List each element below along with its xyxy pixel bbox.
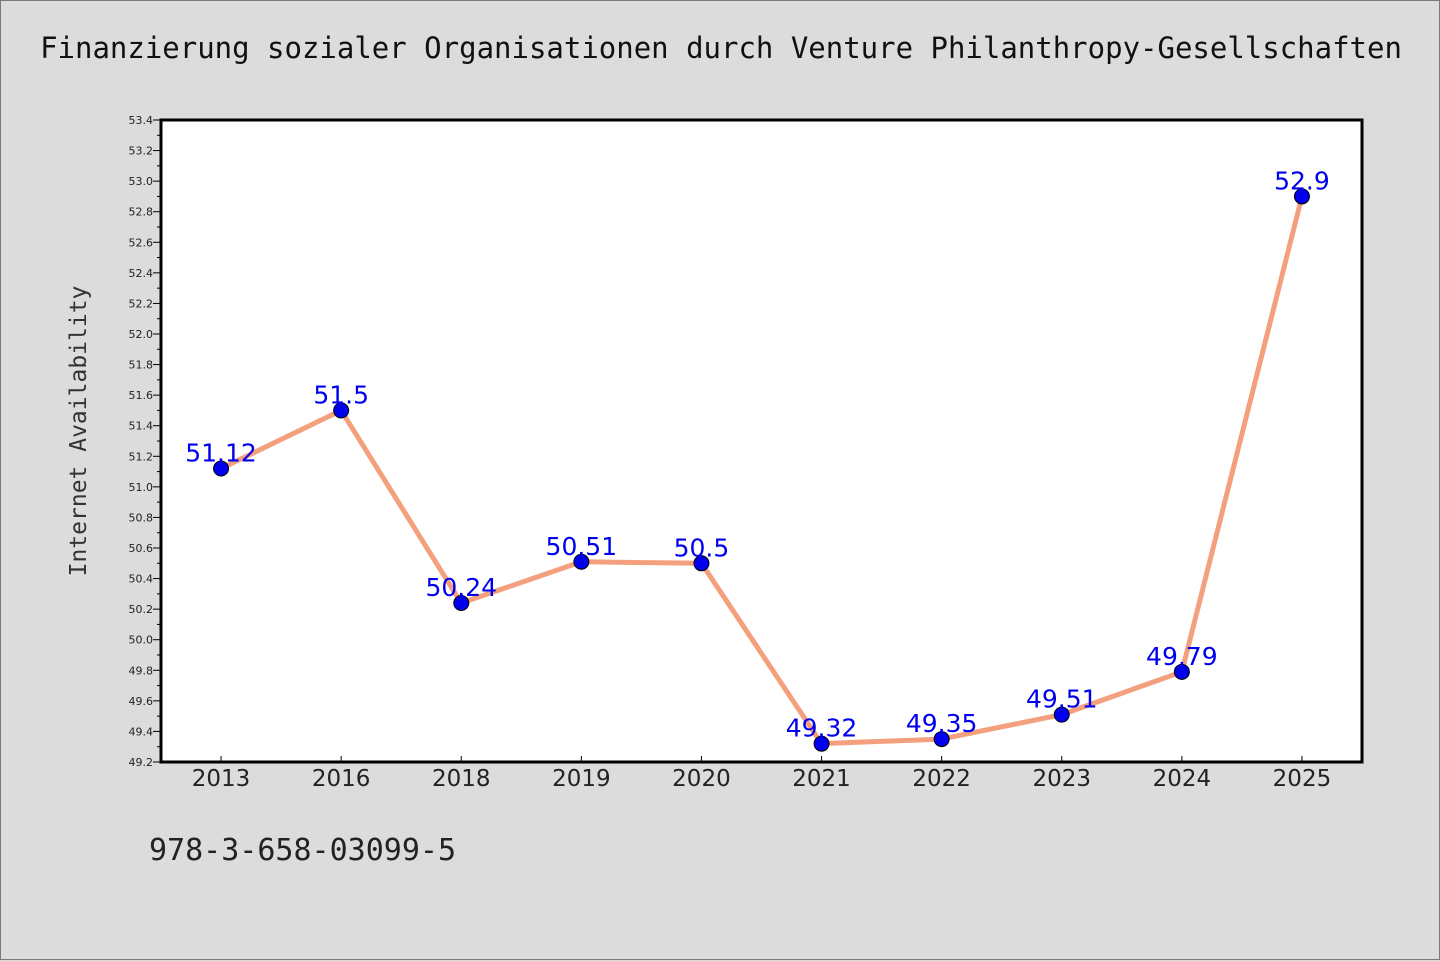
data-point [573,553,590,570]
x-tick-label: 2022 [912,766,971,792]
data-point [333,402,350,419]
data-label: 50.24 [425,573,497,602]
y-tick-label: 51.8 [129,359,154,372]
data-label: 49.35 [906,709,978,738]
y-tick-label: 50.6 [129,542,154,555]
x-tick-label: 2013 [192,766,251,792]
y-tick-label: 52.8 [129,206,154,219]
y-tick-label: 49.4 [129,725,154,738]
y-tick-label: 50.8 [129,511,154,524]
y-tick-label: 49.8 [129,664,154,677]
y-tick-label: 52.4 [129,267,154,280]
x-tick-label: 2024 [1153,766,1212,792]
y-tick-label: 51.2 [129,450,154,463]
data-point [213,460,230,477]
plot-frame [159,118,1364,764]
y-tick-label: 51.6 [129,389,154,402]
x-tick-label: 2025 [1273,766,1332,792]
data-point [1173,663,1190,680]
data-label: 49.51 [1026,685,1098,714]
data-label: 51.5 [313,380,369,409]
footer-code: 978-3-658-03099-5 [149,833,457,868]
data-label: 49.79 [1146,642,1218,671]
x-tick-label: 2016 [312,766,371,792]
data-point [1293,188,1310,205]
data-point [453,595,470,612]
data-label: 50.5 [674,533,730,562]
x-tick-label: 2020 [672,766,731,792]
y-tick-label: 53.2 [129,145,154,158]
data-point [813,735,830,752]
y-tick-label: 49.2 [129,756,154,769]
series-group: 51.12 51.5 50.24 50.51 50.5 49.32 49.35 49.51 49… [185,166,1330,752]
data-label: 52.9 [1274,166,1330,195]
y-tick-label: 51.4 [129,420,154,433]
y-tick-label: 50.0 [129,634,154,647]
y-axis-label: Internet Availability [66,286,92,577]
x-tick-label: 2018 [432,766,491,792]
chart-title: Finanzierung sozialer Organisationen dur… [40,31,1402,65]
x-tick-label: 2023 [1032,766,1091,792]
data-point [933,731,950,748]
y-tick-label: 50.4 [129,573,154,586]
y-tick-label: 52.2 [129,297,154,310]
data-label: 50.51 [546,532,618,561]
x-axis: 2013 2016 2018 2019 2020 2021 2022 2023 2024 2025 [192,756,1331,792]
data-point [1053,706,1070,723]
y-tick-label: 52.6 [129,236,154,249]
data-label: 49.32 [786,714,858,743]
y-axis: 49.2 49.4 49.6 49.8 50.0 50.2 50.4 50.6 50.8 51.0… [129,114,161,769]
y-tick-label: 53.4 [129,114,154,127]
data-label: 51.12 [185,439,257,468]
y-tick-label: 50.2 [129,603,154,616]
y-tick-label: 52.0 [129,328,154,341]
y-tick-label: 49.6 [129,695,154,708]
x-tick-label: 2019 [552,766,611,792]
y-tick-label: 53.0 [129,175,154,188]
y-tick-label: 51.0 [129,481,154,494]
data-point [693,555,710,572]
series-line [218,193,1305,747]
x-tick-label: 2021 [792,766,851,792]
